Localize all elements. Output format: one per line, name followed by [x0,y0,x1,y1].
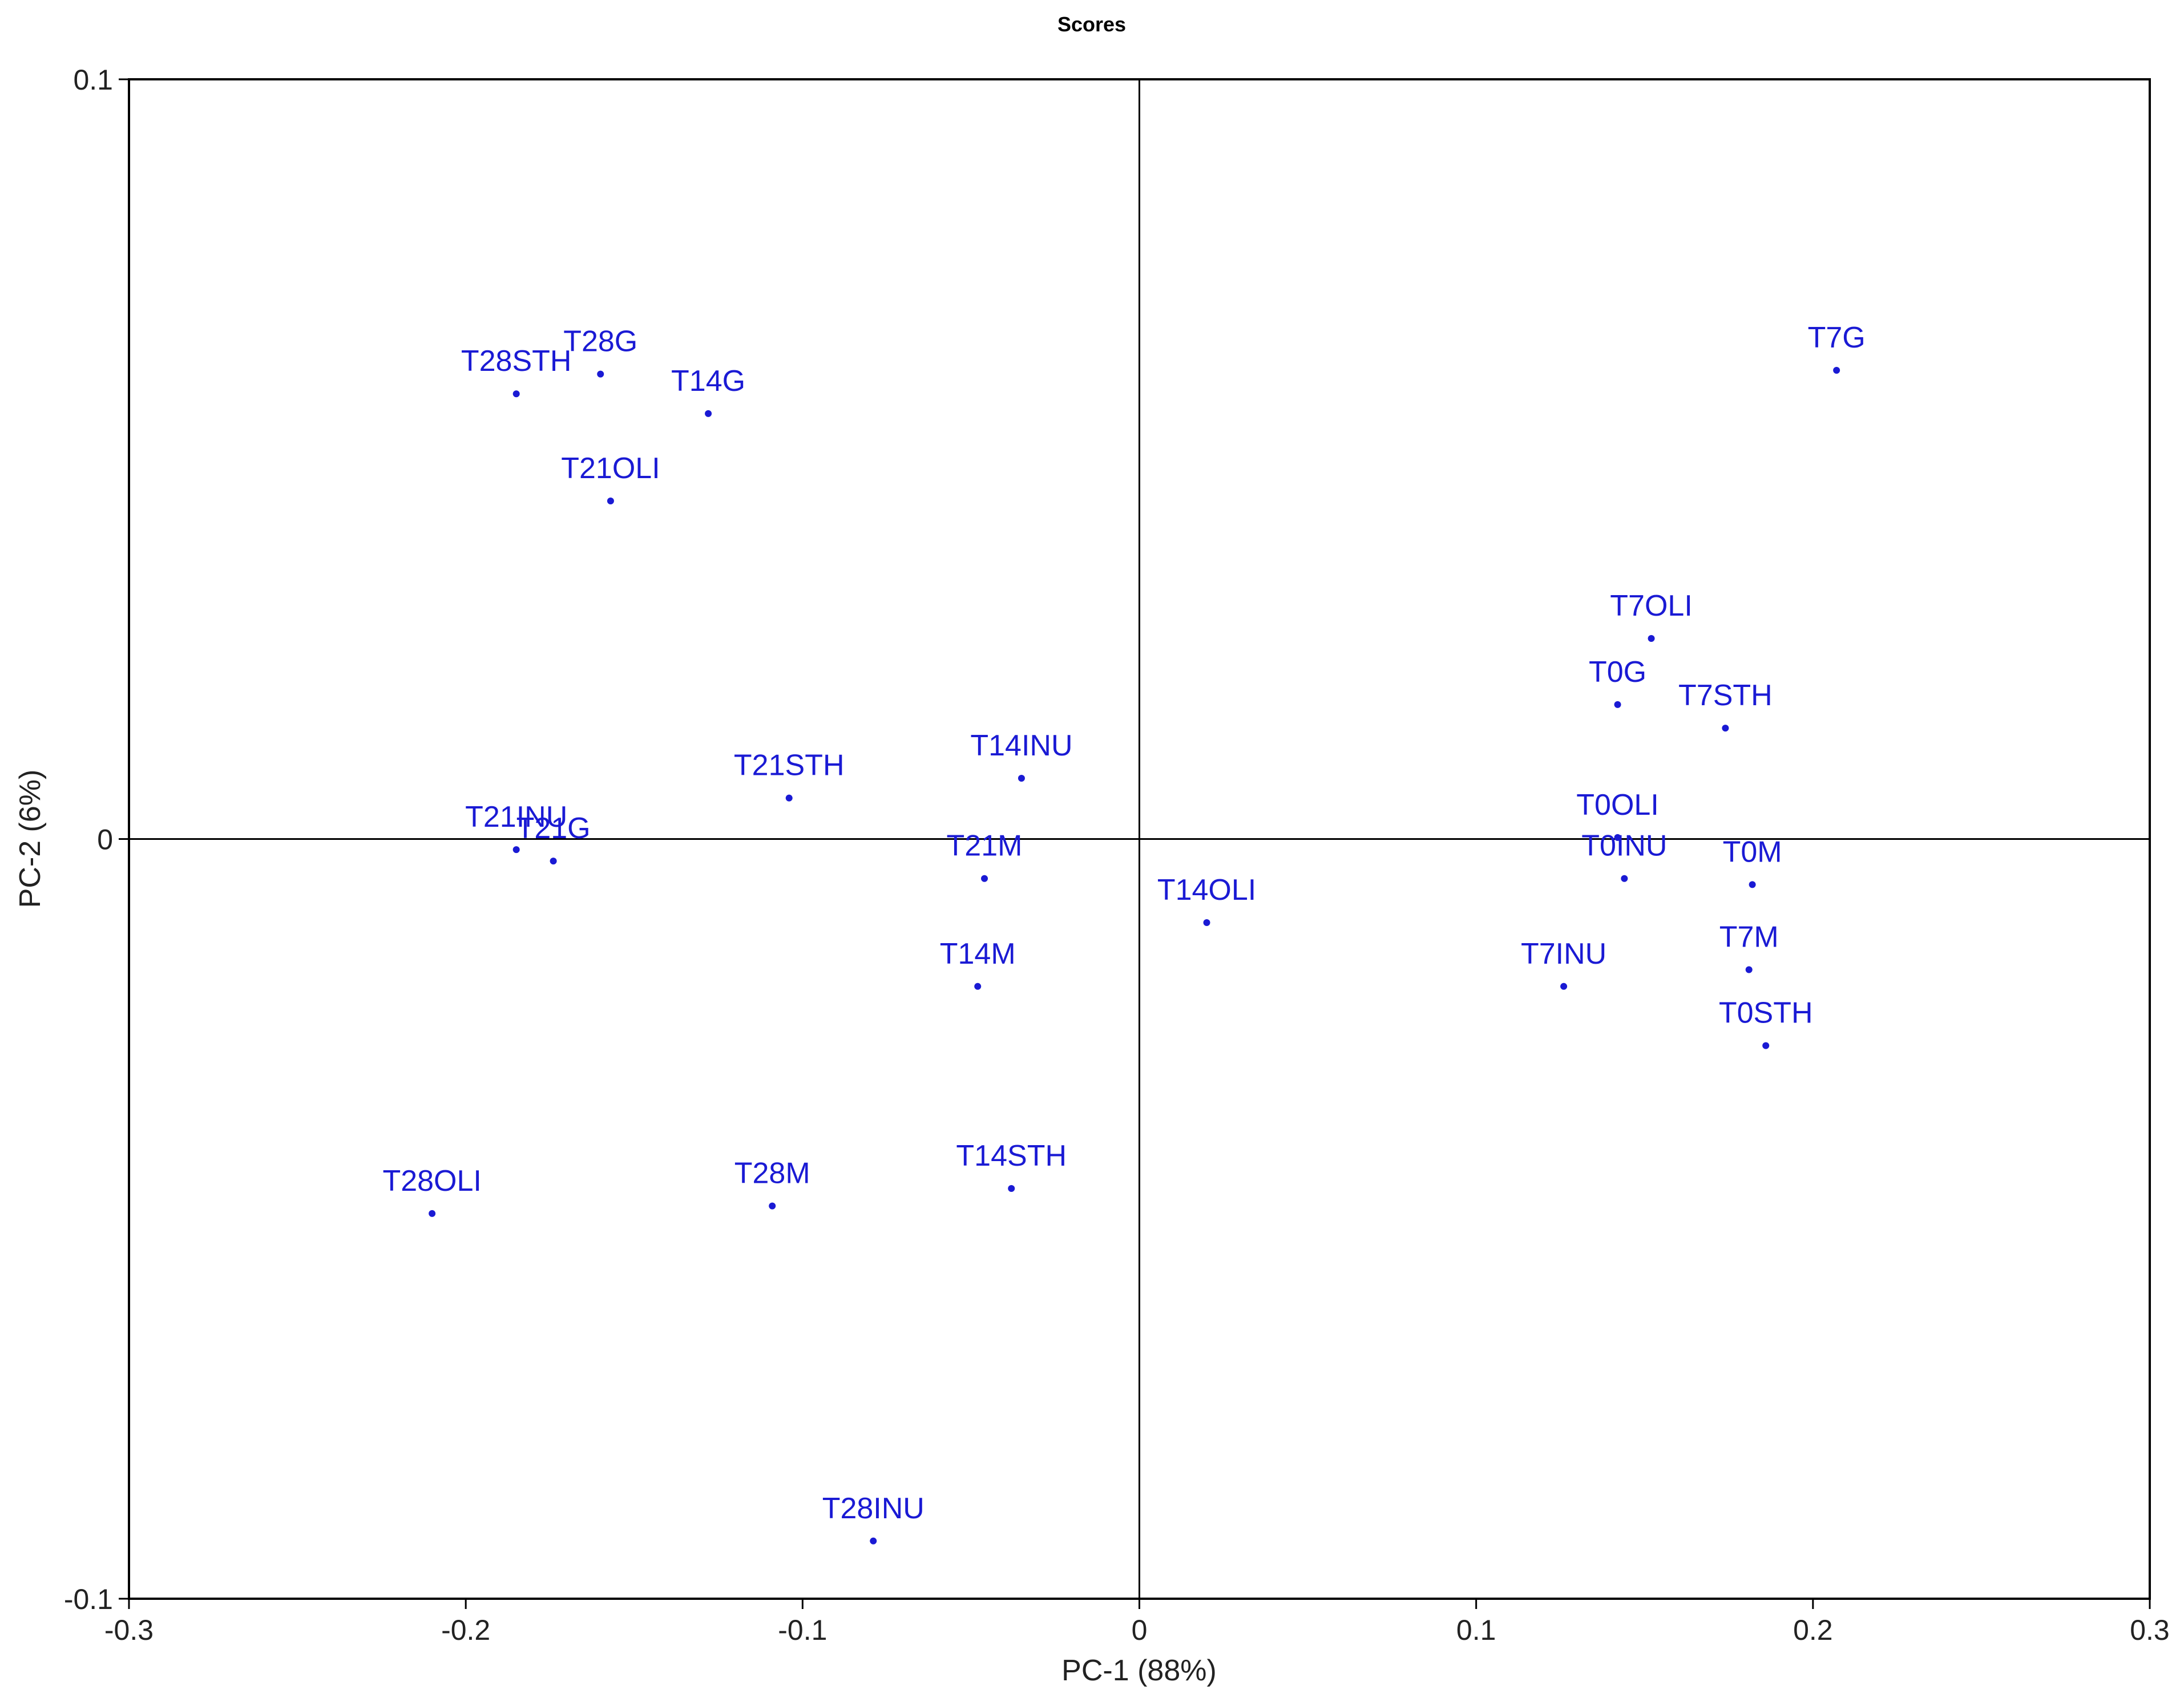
score-point-marker [607,497,614,504]
score-point-marker [1621,875,1628,882]
score-point: T14OLI [1157,874,1256,926]
score-point: T28INU [822,1492,925,1545]
score-point-label: T7STH [1678,679,1773,712]
score-point-marker [1614,834,1621,841]
score-point-label: T14G [671,365,745,398]
score-point-label: T0M [1723,835,1782,868]
score-point-label: T7OLI [1610,589,1693,622]
score-point-label: T14M [940,937,1016,971]
score-point-label: T14STH [956,1139,1067,1173]
score-point-marker [870,1537,877,1545]
score-point-label: T0G [1589,656,1646,689]
y-tick-label: -0.1 [64,1583,113,1615]
score-point: T0STH [1719,997,1813,1049]
score-point-marker [512,846,520,854]
score-point-marker [1008,1184,1015,1192]
score-point-marker [1722,725,1729,732]
score-point: T21OLI [561,452,660,504]
score-point-marker [785,794,793,802]
score-point-label: T28G [563,325,637,358]
x-tick-label: 0.2 [1793,1614,1833,1646]
score-point-marker [974,983,982,990]
score-point: T0M [1723,835,1782,888]
score-point-label: T7G [1808,321,1866,354]
score-point: T7OLI [1610,589,1693,642]
score-point: T28G [563,325,637,378]
score-point: T14INU [970,729,1073,782]
score-point-label: T28OLI [382,1165,481,1198]
score-point: T21M [947,830,1023,882]
score-point-marker [512,390,520,398]
score-point-label: T7M [1719,921,1779,954]
score-point-marker [1762,1042,1770,1049]
score-point: T14STH [956,1139,1067,1192]
score-point: T21STH [734,749,845,802]
x-tick-label: -0.1 [778,1614,827,1646]
score-point: T21INU [465,801,567,854]
score-point-label: T0INU [1581,830,1667,863]
score-point: T7STH [1678,679,1773,732]
score-point-marker [981,875,988,882]
score-point: T0G [1589,656,1646,708]
x-tick-label: 0.3 [2130,1614,2170,1646]
x-tick-label: 0 [1132,1614,1148,1646]
score-point-marker [769,1202,776,1210]
score-point: T0INU [1581,830,1667,882]
x-axis-label: PC-1 (88%) [1061,1654,1217,1687]
y-tick-label: 0 [97,824,113,856]
score-point: T7INU [1521,937,1606,990]
y-axis-label: PC-2 (6%) [14,770,47,908]
x-axis-ticks: -0.3 -0.2 -0.1 0 0.1 0.2 0.3 [104,1599,2170,1646]
score-point-label: T0OLI [1576,789,1659,822]
score-point-label: T21INU [465,801,567,834]
zero-lines [129,79,2150,1599]
score-point: T28OLI [382,1165,482,1217]
score-point-label: T0STH [1719,997,1813,1030]
score-point-label: T28INU [822,1492,925,1525]
score-point-marker [1560,983,1568,990]
score-point-marker [1203,919,1210,926]
score-point: T28M [734,1157,810,1210]
x-tick-label: -0.3 [104,1614,154,1646]
chart-title: Scores [1057,13,1126,36]
y-axis-ticks: 0.1 0 -0.1 [64,64,129,1615]
score-point-marker [1648,634,1655,642]
score-point-label: T21OLI [561,452,660,485]
score-point-marker [1833,366,1840,374]
score-point-label: T21STH [734,749,845,782]
score-point: T28STH [461,345,572,398]
score-point: T7G [1808,321,1866,374]
score-point: T7M [1719,921,1779,973]
score-point-marker [1745,966,1753,973]
score-point-marker [705,410,712,417]
score-point-label: T21M [947,830,1023,863]
score-point-label: T14OLI [1157,874,1256,907]
score-point-label: T28M [734,1157,810,1190]
score-point-marker [1749,881,1756,888]
score-point: T14M [940,937,1016,990]
score-point-label: T28STH [461,345,572,378]
x-tick-label: -0.2 [441,1614,490,1646]
x-tick-label: 0.1 [1456,1614,1496,1646]
score-point-label: T21G [516,812,591,845]
score-point-marker [550,858,557,865]
score-point-label: T7INU [1521,937,1606,971]
score-point-label: T14INU [970,729,1072,762]
score-point-marker [429,1210,436,1217]
score-point-marker [1018,774,1025,782]
score-point-marker [1614,701,1621,708]
score-point: T14G [671,365,745,417]
y-tick-label: 0.1 [73,64,113,96]
score-point: T0OLI [1576,789,1659,841]
score-point-marker [597,370,604,378]
score-point: T21G [516,812,591,865]
